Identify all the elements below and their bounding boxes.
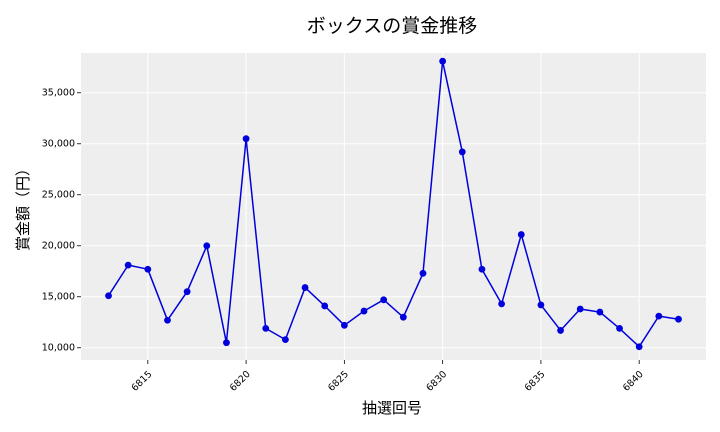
- grid-layer: [81, 53, 706, 360]
- x-tick-label: 6815: [130, 369, 155, 394]
- data-point: [517, 231, 525, 238]
- data-point: [203, 242, 211, 250]
- y-tick-label: 15,000: [42, 291, 75, 302]
- data-point: [596, 308, 604, 316]
- x-tick-label: 6840: [621, 369, 646, 394]
- data-point: [124, 261, 132, 269]
- data-point: [321, 302, 329, 310]
- data-point: [675, 315, 682, 323]
- data-point: [419, 269, 427, 277]
- y-tick-label: 10,000: [42, 342, 75, 353]
- data-point: [380, 296, 388, 304]
- data-point: [498, 300, 505, 308]
- y-tick-label: 20,000: [42, 240, 75, 251]
- data-point: [164, 316, 171, 324]
- data-point: [282, 336, 289, 344]
- chart-title: ボックスの賞金推移: [307, 15, 477, 37]
- y-axis-title: 賞金額（円）: [14, 161, 32, 251]
- x-axis-title: 抽選回号: [362, 399, 422, 417]
- data-point: [242, 135, 250, 143]
- data-point: [655, 312, 663, 320]
- data-point: [262, 324, 270, 332]
- data-point: [576, 305, 584, 313]
- x-tick-label: 6825: [326, 369, 351, 394]
- data-point: [439, 57, 447, 65]
- y-tick-label: 25,000: [42, 189, 75, 200]
- x-tick-label: 6820: [228, 369, 253, 394]
- plot-area: [81, 53, 706, 360]
- y-tick-label: 35,000: [42, 87, 75, 98]
- data-point: [144, 265, 152, 273]
- data-point: [223, 339, 230, 347]
- data-point: [301, 284, 309, 291]
- data-point: [458, 148, 466, 156]
- data-point: [183, 288, 191, 296]
- data-point: [340, 321, 348, 329]
- series-layer: [105, 57, 682, 351]
- data-point: [635, 343, 643, 351]
- data-point: [616, 324, 623, 332]
- data-point: [105, 292, 112, 300]
- y-tick-label: 30,000: [42, 138, 75, 149]
- data-point: [537, 301, 545, 309]
- data-point: [557, 327, 564, 334]
- x-tick-label: 6830: [424, 369, 449, 394]
- data-point: [478, 265, 486, 273]
- x-tick-label: 6835: [523, 369, 548, 394]
- data-point: [399, 313, 407, 321]
- data-point: [360, 307, 368, 315]
